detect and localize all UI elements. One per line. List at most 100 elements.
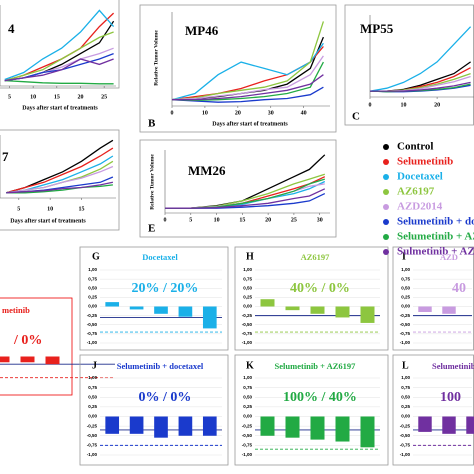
bar (202, 416, 217, 436)
panel-title: metinib (2, 305, 30, 315)
x-tick-label: 30 (317, 217, 323, 223)
panel-title: MP46 (185, 23, 219, 38)
legend-marker (383, 204, 389, 210)
y-tick-label: -0,75 (87, 443, 98, 448)
y-tick-label: -1,00 (400, 340, 411, 345)
x-tick-label: 40 (301, 110, 307, 116)
y-tick-label: -0,25 (400, 313, 411, 318)
series-line (4, 58, 114, 82)
panel-letter: J (92, 360, 97, 371)
y-axis-label: Relative Tumor Volume (153, 30, 159, 86)
y-tick-label: 1,00 (243, 267, 252, 272)
panel-title: 4 (8, 21, 15, 36)
y-tick-label: -0,75 (242, 443, 253, 448)
y-tick-label: 0,75 (401, 276, 410, 281)
panel-letter: B (148, 118, 156, 130)
panel-title: Selumetinib (432, 361, 474, 371)
annotation: 100 (440, 390, 461, 405)
y-tick-label: 0,75 (243, 276, 252, 281)
y-tick-label: -1,00 (87, 340, 98, 345)
y-tick-label: -1,00 (87, 452, 98, 457)
y-tick-label: 0,00 (401, 414, 410, 419)
legend-marker (383, 159, 389, 165)
x-tick-label: 10 (401, 102, 407, 108)
series-line (171, 61, 324, 102)
bar (335, 416, 350, 442)
series-line (369, 26, 472, 92)
series-line (4, 31, 114, 82)
x-tick-label: 20 (265, 217, 271, 223)
bar (154, 416, 168, 438)
panel-frame (79, 354, 229, 466)
bar (0, 356, 10, 363)
legend-marker (383, 234, 389, 240)
bar (260, 416, 275, 436)
annotation: 40% / 0% (290, 281, 350, 296)
panel-letter: E (148, 223, 155, 235)
legend-label: Selumetinib + do (397, 216, 474, 228)
panel-frame (234, 246, 389, 351)
y-tick-label: 0,00 (88, 304, 97, 309)
bar (178, 306, 193, 317)
y-tick-label: -0,50 (400, 433, 411, 438)
panel-letter: G (92, 251, 100, 262)
series-line (6, 184, 113, 194)
series-line (172, 74, 324, 101)
y-tick-label: 1,00 (401, 375, 410, 380)
y-tick-label: -0,50 (400, 322, 411, 327)
bar (442, 416, 456, 434)
series-line (171, 46, 324, 101)
legend-label: Sulmetinib + AZ (397, 246, 474, 258)
bar (129, 416, 144, 434)
y-tick-label: 0,25 (401, 295, 410, 300)
y-tick-label: -0,50 (87, 322, 98, 327)
x-axis-label: Days after start of treatments (10, 218, 86, 224)
y-tick-label: 1,00 (401, 267, 410, 272)
y-tick-label: -0,75 (400, 331, 411, 336)
bar (285, 306, 300, 311)
legend-label: AZD2014 (397, 201, 443, 213)
y-tick-label: -0,25 (242, 423, 253, 428)
y-tick-label: 1,00 (88, 267, 97, 272)
bar (105, 416, 120, 434)
x-tick-label: 10 (30, 94, 36, 100)
x-tick-label: 5 (8, 94, 11, 100)
y-tick-label: 0,75 (401, 385, 410, 390)
bar (335, 306, 350, 318)
legend-marker (383, 249, 389, 255)
y-tick-label: 0,25 (88, 295, 97, 300)
y-axis-label: Relative Tumor Volume (149, 154, 155, 210)
panel-letter: L (402, 360, 409, 371)
bar (260, 299, 275, 307)
y-tick-label: 0,75 (243, 385, 252, 390)
annotation: 40 (452, 281, 466, 296)
x-tick-label: 25 (291, 217, 297, 223)
bar (418, 416, 432, 432)
panel-frame (0, 297, 73, 396)
x-tick-label: 20 (77, 94, 83, 100)
panel-frame (0, 0, 120, 89)
y-tick-label: -0,25 (87, 313, 98, 318)
y-tick-label: 0,25 (243, 404, 252, 409)
bar (360, 306, 375, 323)
y-tick-label: -0,50 (87, 433, 98, 438)
bar (360, 416, 375, 448)
panel-frame (234, 354, 389, 466)
panel-frame (392, 354, 474, 466)
x-axis-label: Days after start of treatments (212, 121, 288, 127)
x-tick-label: 25 (101, 94, 107, 100)
legend-marker (383, 144, 389, 150)
bar (310, 416, 325, 440)
panel-title: AZD (440, 252, 458, 262)
panel-letter: K (246, 360, 254, 371)
series-line (6, 181, 114, 194)
bar (285, 416, 300, 438)
panel-title: 7 (2, 149, 9, 164)
y-tick-label: 0,50 (88, 285, 97, 290)
y-tick-label: 0,50 (243, 394, 252, 399)
legend-label: Selumetinib + AZ (397, 231, 474, 243)
y-tick-label: -0,25 (87, 423, 98, 428)
y-tick-label: -0,75 (242, 331, 253, 336)
x-tick-label: 15 (54, 94, 60, 100)
series-line (171, 86, 324, 103)
